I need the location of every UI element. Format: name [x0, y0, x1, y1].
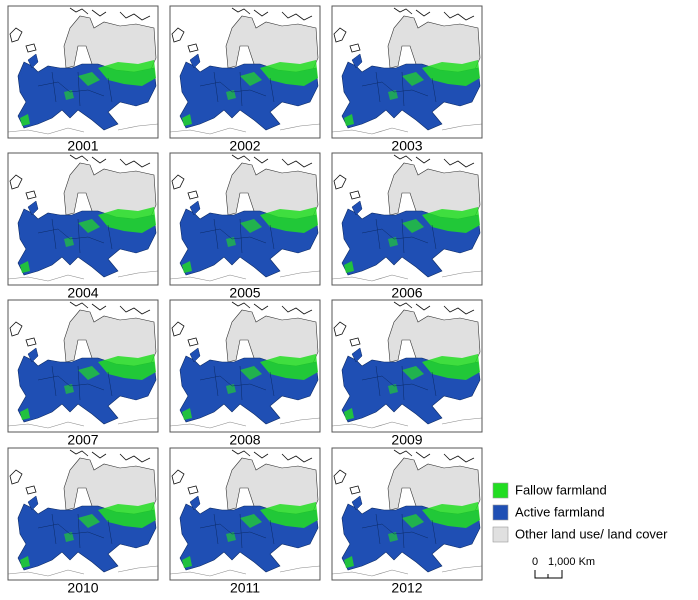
map-frame [169, 447, 321, 581]
map-frame [331, 447, 483, 581]
panel-year: 2008 [229, 432, 260, 448]
panel-year: 2001 [67, 138, 98, 154]
map-frame [7, 447, 159, 581]
map-frame [7, 152, 159, 286]
legend-label: Other land use/ land cover [515, 526, 668, 541]
panel-year: 2007 [67, 432, 98, 448]
map [8, 301, 158, 429]
legend-label: Fallow farmland [515, 482, 607, 497]
legend: Fallow farmland Active farmland Other land… [492, 482, 668, 579]
panel-year: 2009 [391, 432, 422, 448]
map-frame [7, 5, 159, 139]
legend-swatch [492, 482, 509, 499]
map [8, 154, 158, 282]
map-panel: 2009 [331, 299, 483, 448]
panel-year: 2002 [229, 138, 260, 154]
map-frame [7, 299, 159, 433]
map [332, 7, 482, 135]
panel-year: 2003 [391, 138, 422, 154]
panel-year: 2012 [391, 580, 422, 596]
legend-label: Active farmland [515, 504, 605, 519]
map-panel: 2005 [169, 152, 321, 301]
legend-swatch [492, 504, 509, 521]
map [332, 449, 482, 577]
panel-year: 2011 [230, 580, 260, 596]
map-frame [331, 5, 483, 139]
map-panel: 2008 [169, 299, 321, 448]
map [332, 301, 482, 429]
scale-start: 0 [532, 556, 538, 568]
map [8, 449, 158, 577]
panel-year: 2006 [391, 285, 422, 301]
scale-bar [534, 570, 563, 579]
map-panel: 2006 [331, 152, 483, 301]
map-panel: 2012 [331, 447, 483, 596]
map-panel: 2011 [169, 447, 321, 596]
map [170, 7, 320, 135]
map-panel: 2003 [331, 5, 483, 154]
map [170, 301, 320, 429]
map-panel: 2007 [7, 299, 159, 448]
map [8, 7, 158, 135]
panel-year: 2004 [67, 285, 98, 301]
map-frame [169, 5, 321, 139]
map-panel: 2001 [7, 5, 159, 154]
map-frame [169, 152, 321, 286]
map-panel: 2010 [7, 447, 159, 596]
map [170, 154, 320, 282]
map-panel: 2002 [169, 5, 321, 154]
map [170, 449, 320, 577]
legend-swatch [492, 526, 509, 543]
panel-year: 2010 [67, 580, 98, 596]
map-frame [331, 152, 483, 286]
map-frame [331, 299, 483, 433]
map [332, 154, 482, 282]
scale-end: 1,000 Km [548, 556, 595, 568]
map-frame [169, 299, 321, 433]
map-panel: 2004 [7, 152, 159, 301]
panel-year: 2005 [229, 285, 260, 301]
